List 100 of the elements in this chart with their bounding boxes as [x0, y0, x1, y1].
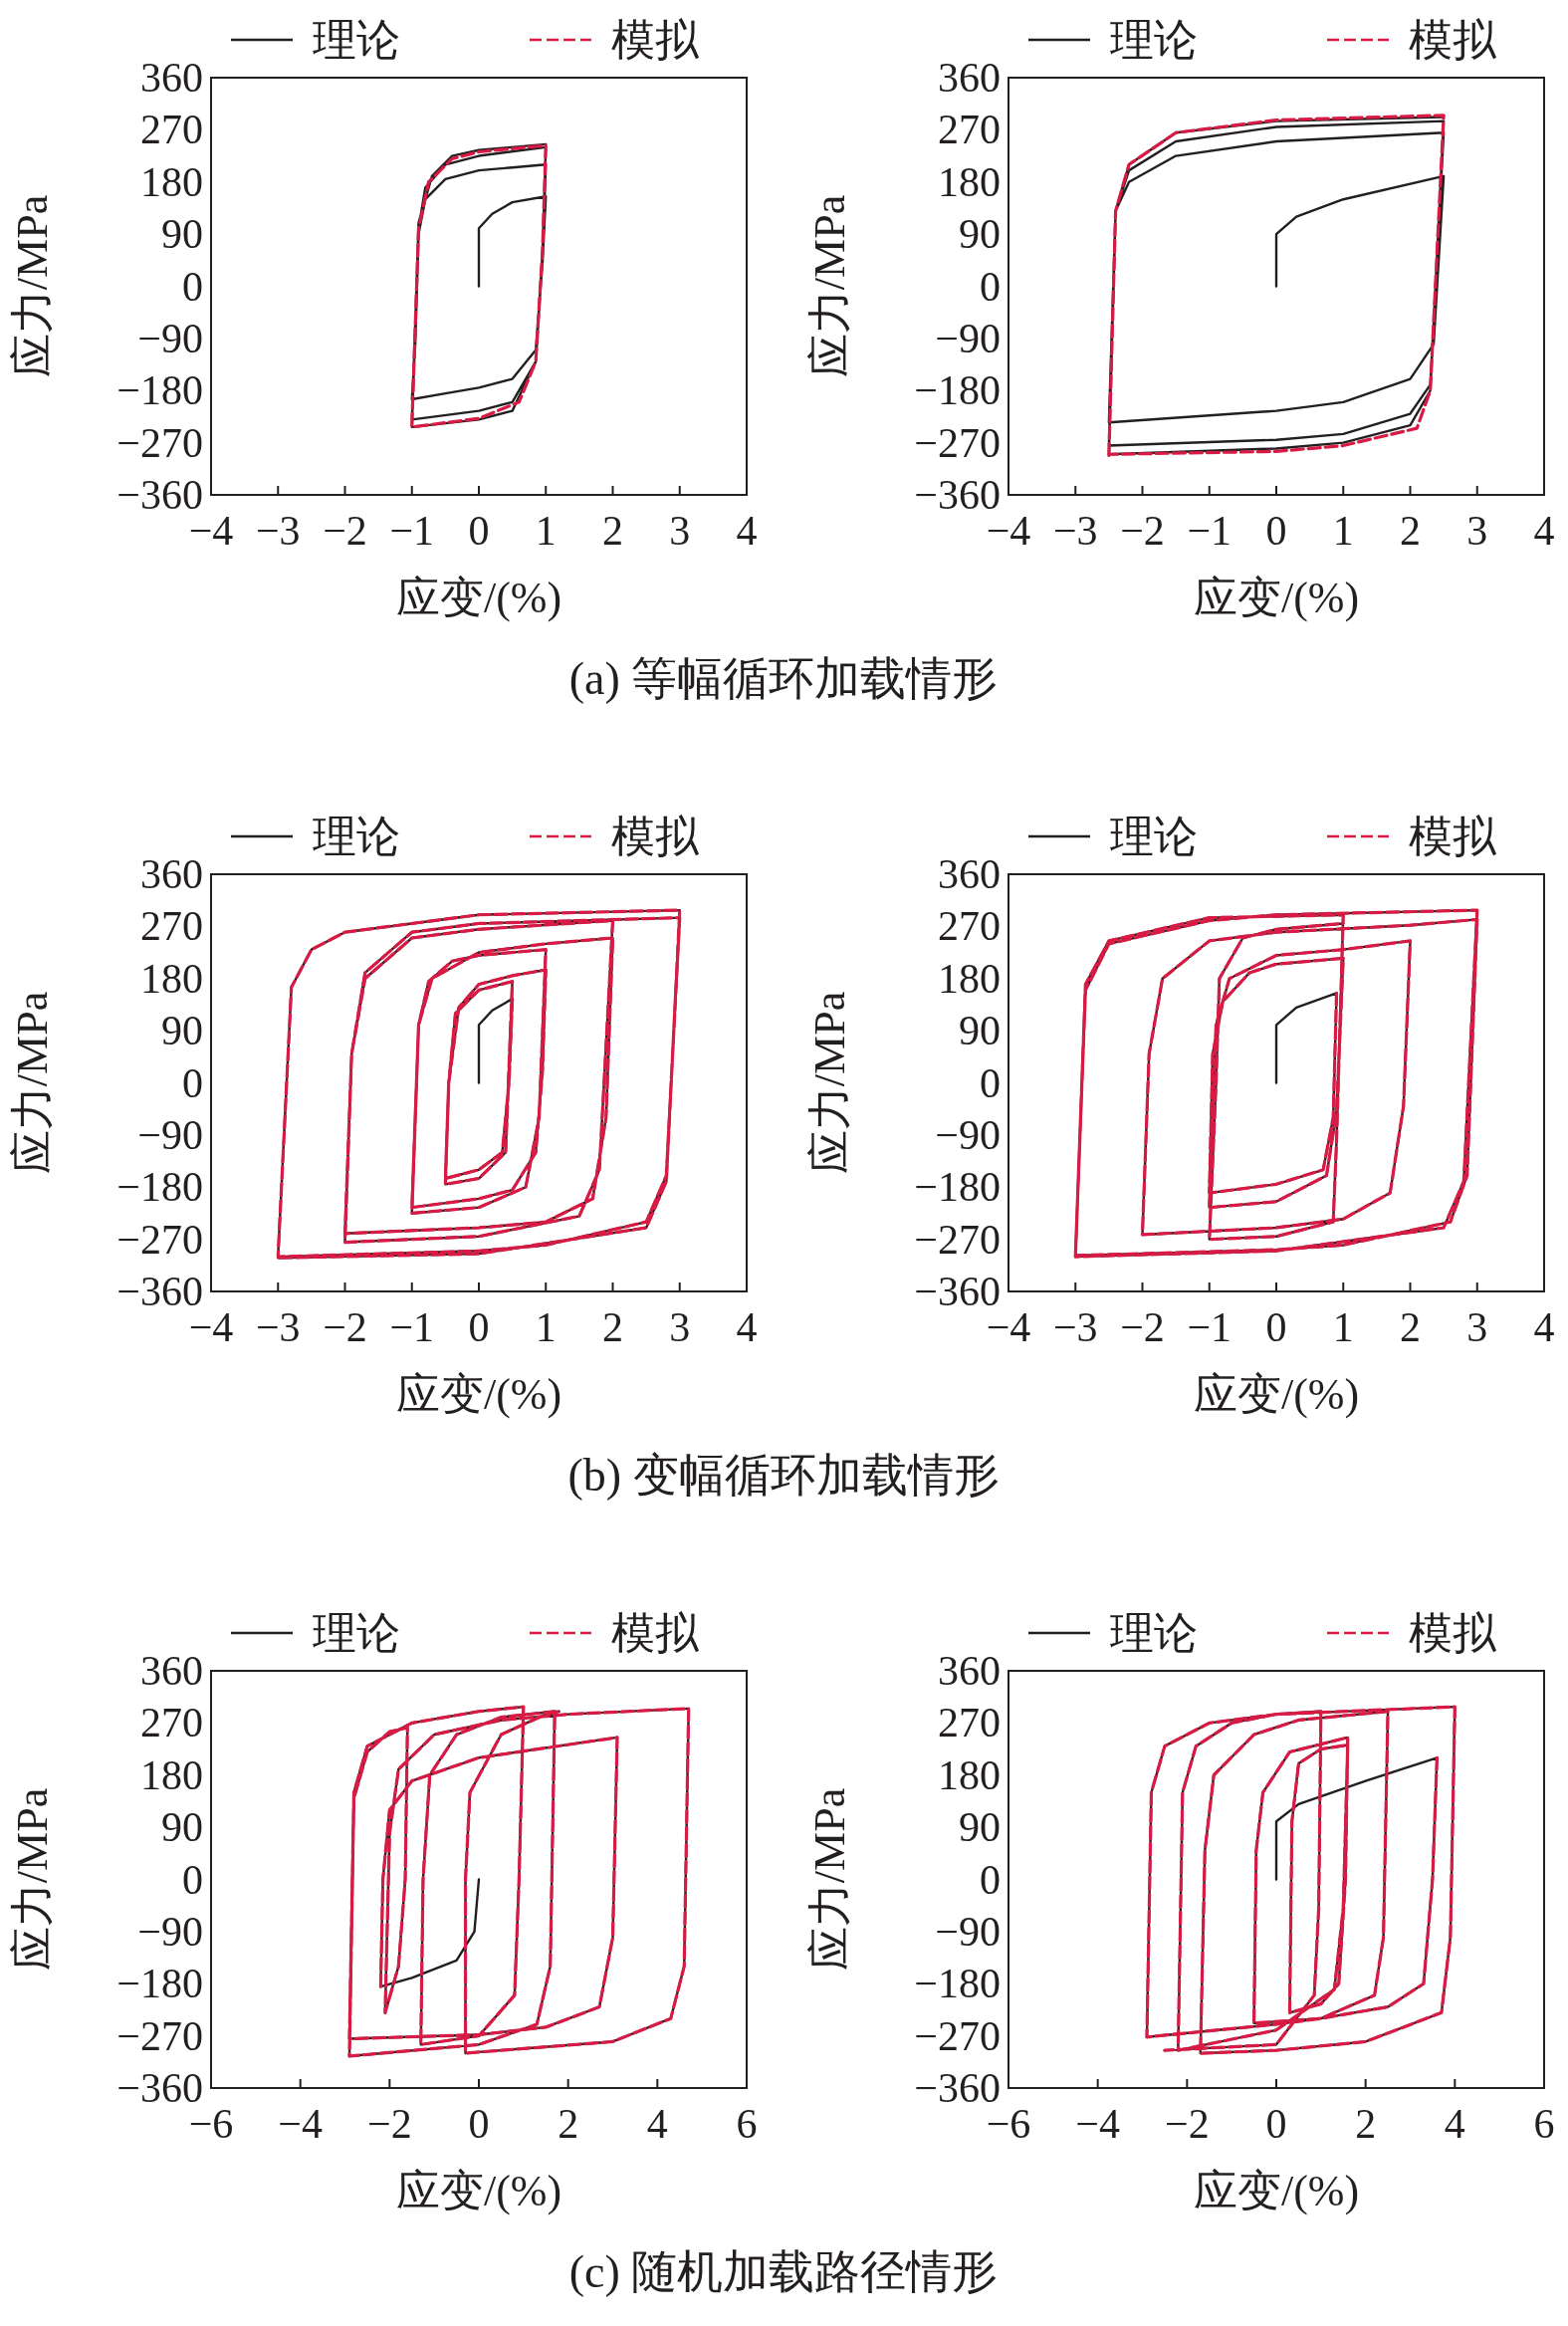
y-tick-label: −270 — [116, 419, 203, 466]
x-tick-label: −4 — [278, 2101, 324, 2147]
y-tick-label: −90 — [137, 1908, 203, 1955]
x-tick-label: −3 — [1052, 508, 1098, 554]
y-tick-label: 0 — [182, 1059, 203, 1106]
y-tick-label: 90 — [959, 211, 1001, 258]
x-tick-label: 2 — [558, 2101, 579, 2147]
x-tick-label: −2 — [366, 2101, 412, 2147]
x-tick-label: 6 — [736, 2101, 758, 2147]
x-tick-label: −2 — [323, 1304, 367, 1350]
y-tick-label: 270 — [140, 1700, 203, 1746]
y-tick-label: 90 — [959, 1008, 1001, 1054]
text: (a) 等幅循环加载情形 — [568, 653, 999, 704]
x-tick-label: −1 — [1187, 1304, 1232, 1350]
x-tick-label: −1 — [1187, 508, 1232, 554]
legend-label: 理论 — [1110, 1609, 1198, 1658]
y-tick-label: 360 — [938, 1648, 1001, 1694]
x-tick-label: −4 — [1075, 2101, 1121, 2147]
legend-label: 模拟 — [611, 1609, 700, 1658]
x-tick-label: 1 — [535, 1304, 557, 1350]
y-tick-label: 180 — [140, 1751, 203, 1798]
y-tick-label: −270 — [914, 2012, 1001, 2059]
y-axis-title: 应力/MPa — [805, 194, 854, 378]
y-tick-label: 270 — [938, 107, 1001, 153]
y-tick-label: 360 — [140, 851, 203, 897]
y-tick-label: 0 — [182, 263, 203, 310]
x-tick-label: 1 — [535, 508, 557, 554]
y-tick-label: 180 — [938, 955, 1001, 1002]
y-tick-label: 360 — [938, 55, 1001, 101]
y-axis-title: 应力/MPa — [805, 1787, 854, 1972]
y-tick-label: 90 — [161, 211, 203, 258]
y-tick-label: 360 — [140, 55, 203, 101]
x-tick-label: 4 — [646, 2101, 668, 2147]
x-tick-label: 1 — [1332, 508, 1354, 554]
x-tick-label: 4 — [736, 508, 758, 554]
legend-label: 理论 — [1110, 16, 1198, 65]
x-tick-label: 2 — [602, 1304, 623, 1350]
legend-label: 理论 — [1110, 813, 1198, 861]
x-tick-label: 1 — [1332, 1304, 1354, 1350]
y-tick-label: 0 — [980, 263, 1001, 310]
y-tick-label: −180 — [116, 1961, 203, 2007]
y-tick-label: 180 — [938, 158, 1001, 205]
y-tick-label: −180 — [914, 1164, 1001, 1211]
x-tick-label: 2 — [602, 508, 623, 554]
text: (b) 变幅循环加载情形 — [567, 1450, 1000, 1501]
x-tick-label: 3 — [1466, 508, 1488, 554]
y-tick-label: 360 — [140, 1648, 203, 1694]
legend-label: 模拟 — [1409, 813, 1497, 861]
y-tick-label: 90 — [161, 1804, 203, 1851]
x-tick-label: 0 — [468, 508, 490, 554]
x-tick-label: −2 — [323, 508, 367, 554]
y-tick-label: 180 — [140, 955, 203, 1002]
y-axis-title: 应力/MPa — [8, 991, 57, 1175]
x-axis-title: 应变/(%) — [1193, 1370, 1360, 1419]
x-axis-title: 应变/(%) — [395, 1370, 562, 1419]
x-tick-label: 0 — [1265, 508, 1287, 554]
x-axis-title: 应变/(%) — [395, 2167, 562, 2215]
y-tick-label: −180 — [914, 1961, 1001, 2007]
x-tick-label: 2 — [1355, 2101, 1377, 2147]
x-tick-label: 2 — [1400, 1304, 1421, 1350]
x-tick-label: 0 — [1265, 1304, 1287, 1350]
y-tick-label: 270 — [938, 903, 1001, 950]
legend-label: 理论 — [313, 16, 400, 65]
x-tick-label: 4 — [736, 1304, 758, 1350]
y-tick-label: 360 — [938, 851, 1001, 897]
y-tick-label: −90 — [935, 1908, 1001, 1955]
line-series — [1145, 1705, 1456, 2055]
legend-label: 理论 — [313, 1609, 400, 1658]
x-tick-label: −1 — [389, 1304, 435, 1350]
y-axis-title: 应力/MPa — [8, 194, 57, 378]
x-tick-label: 0 — [1265, 2101, 1287, 2147]
x-tick-label: −1 — [389, 508, 435, 554]
x-tick-label: 3 — [1466, 1304, 1488, 1350]
legend-label: 模拟 — [611, 16, 700, 65]
x-tick-label: −3 — [1052, 1304, 1098, 1350]
y-tick-label: −90 — [935, 315, 1001, 361]
x-tick-label: −2 — [1120, 1304, 1165, 1350]
y-axis-title: 应力/MPa — [8, 1787, 57, 1972]
y-tick-label: 90 — [161, 1008, 203, 1054]
y-tick-label: −180 — [116, 1164, 203, 1211]
x-tick-label: 6 — [1533, 2101, 1555, 2147]
x-tick-label: −3 — [255, 508, 301, 554]
y-tick-label: −270 — [914, 419, 1001, 466]
text: (c) 随机加载路径情形 — [568, 2246, 999, 2297]
y-axis-title: 应力/MPa — [805, 991, 854, 1175]
y-tick-label: 270 — [938, 1700, 1001, 1746]
y-tick-label: 0 — [980, 1059, 1001, 1106]
y-tick-label: −90 — [935, 1111, 1001, 1158]
x-tick-label: 0 — [468, 2101, 490, 2147]
x-tick-label: −2 — [1120, 508, 1165, 554]
y-tick-label: −90 — [137, 315, 203, 361]
y-tick-label: −180 — [914, 367, 1001, 414]
x-tick-label: 4 — [1533, 508, 1555, 554]
y-tick-label: −180 — [116, 367, 203, 414]
x-axis-title: 应变/(%) — [1193, 2167, 1360, 2215]
x-tick-label: −3 — [255, 1304, 301, 1350]
legend-label: 模拟 — [1409, 1609, 1497, 1658]
y-tick-label: 270 — [140, 903, 203, 950]
y-tick-label: 270 — [140, 107, 203, 153]
legend-label: 模拟 — [611, 813, 700, 861]
